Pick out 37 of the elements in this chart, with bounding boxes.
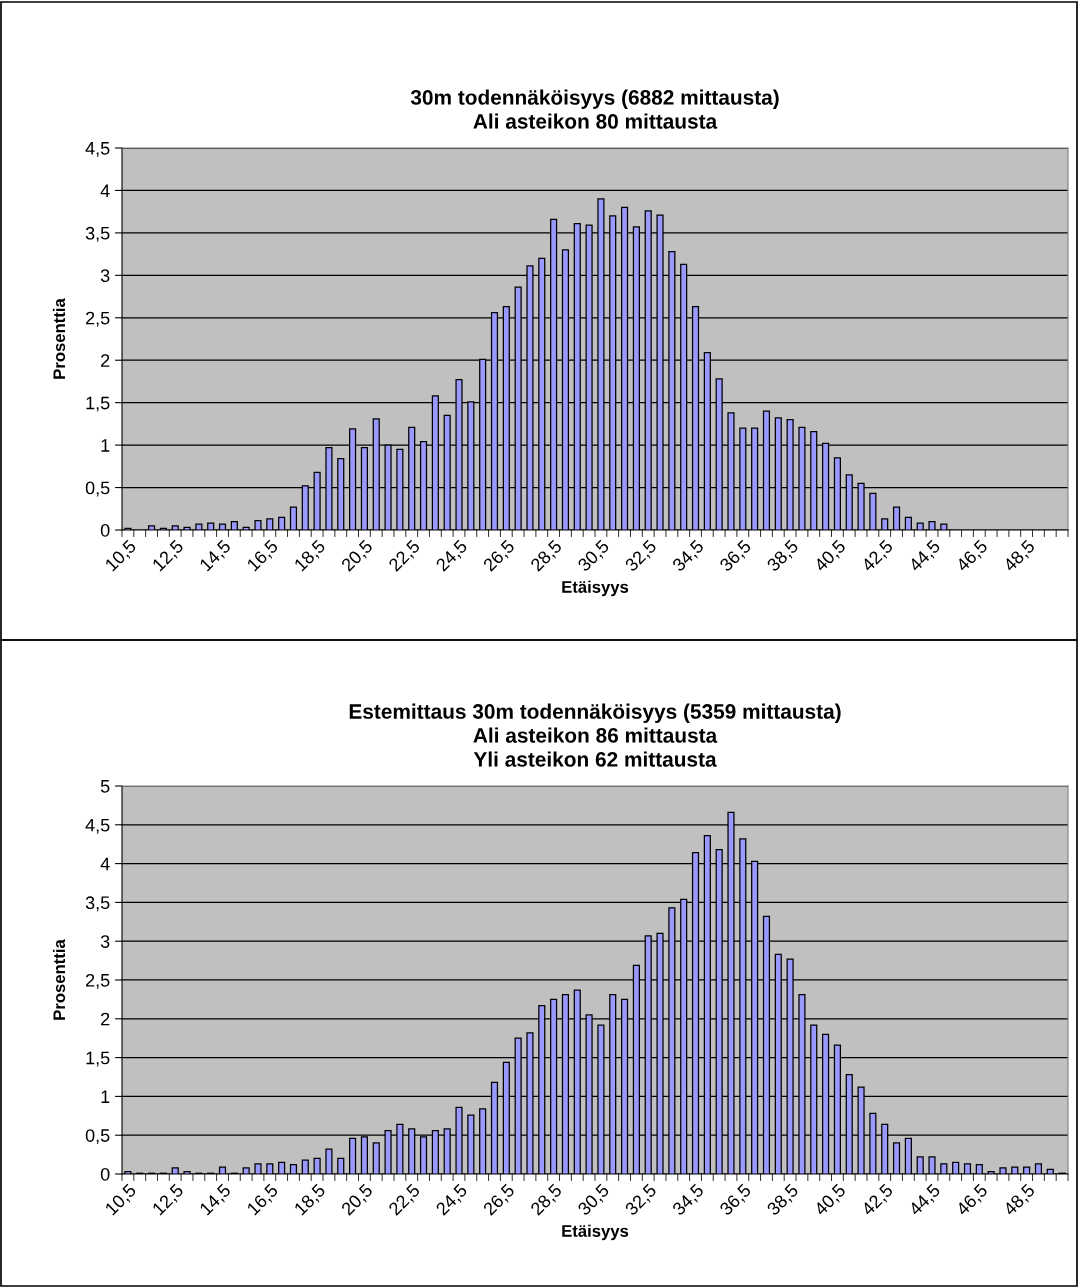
y-tick-label: 3,5 (85, 226, 110, 242)
y-tick-label: 0 (100, 1167, 110, 1181)
chart-title: Estemittaus 30m todennäköisyys (5359 mittausta) Ali asteikon 86 mittausta Yli asteikon 62 mittausta (349, 703, 841, 767)
y-tick-label: 1 (101, 1090, 110, 1103)
y-axis-title: Prosenttia (52, 939, 66, 1020)
y-tick-label: 1 (101, 439, 110, 452)
x-tick-label: 40,5 (813, 1183, 848, 1218)
x-tick-label: 40,5 (813, 539, 848, 574)
y-tick-label: 0,5 (85, 1129, 110, 1145)
x-tick-label: 48,5 (1002, 1183, 1037, 1218)
x-tick-label: 42,5 (860, 1183, 896, 1218)
y-tick-label: 2,5 (86, 311, 110, 327)
x-tick-label: 42,5 (860, 539, 896, 574)
y-tick-label: 4 (100, 857, 110, 871)
x-tick-label: 44,5 (907, 539, 943, 574)
y-tick-label: 4 (100, 184, 110, 197)
x-tick-label: 44,5 (907, 1183, 943, 1218)
y-tick-label: 3 (100, 935, 110, 948)
y-tick-label: 4,5 (85, 142, 110, 157)
x-tick-label: 48,5 (1002, 539, 1037, 574)
y-tick-label: 0,5 (85, 481, 110, 497)
x-tick-label: 46,5 (955, 539, 990, 574)
y-tick-label: 3 (100, 269, 110, 283)
y-tick-label: 2 (101, 354, 110, 367)
x-axis-title: Etäisyys (562, 1224, 629, 1241)
y-tick-label: 3,5 (85, 896, 110, 912)
y-tick-label: 0 (100, 523, 110, 537)
x-axis-title: Etäisyys (562, 580, 629, 597)
y-tick-label: 2 (101, 1012, 110, 1026)
x-tick-label: 46,5 (955, 1183, 990, 1218)
y-tick-label: 1,5 (86, 396, 110, 412)
y-tick-label: 4,5 (85, 818, 110, 834)
y-tick-label: 5 (100, 780, 110, 793)
y-axis-title: Prosenttia (52, 298, 66, 379)
y-tick-label: 2,5 (86, 973, 110, 989)
y-tick-label: 1,5 (86, 1051, 110, 1067)
chart-title: 30m todennäköisyys (6882 mittausta) Ali asteikon 80 mittausta (410, 89, 779, 129)
